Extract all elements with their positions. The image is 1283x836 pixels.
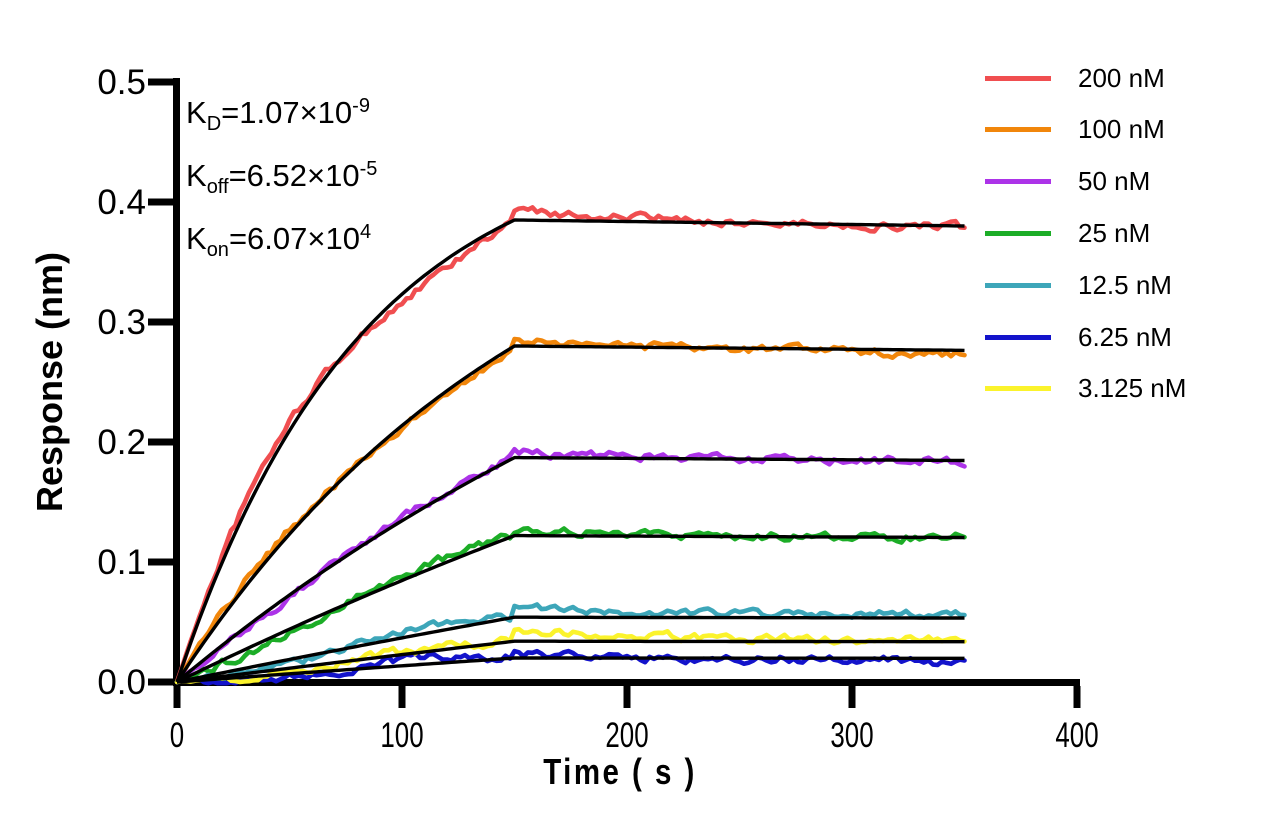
x-tick-label: 100: [380, 715, 423, 755]
kinetics-annotations: KD=1.07×10-9 Koff=6.52×10-5 Kon=6.07×104: [186, 84, 377, 273]
y-tick-label: 0.2: [97, 423, 146, 462]
x-axis-title: Time ( s ): [543, 751, 697, 791]
kd-annotation: KD=1.07×10-9: [186, 95, 370, 135]
fit-line-25-nM: [176, 533, 965, 684]
fit-line-6.25-nM: [176, 656, 965, 684]
fit-line-3.125-nM: [176, 639, 965, 684]
fit-line-12.5-nM: [176, 615, 965, 684]
koff-annotation: Koff=6.52×10-5: [186, 158, 378, 198]
y-tick-label: 0.5: [97, 63, 146, 102]
series-curve-50-nM: [174, 446, 967, 685]
axes: 0.0 0.1 0.2 0.3 0.4 0.5 0 100 200 300 400: [97, 63, 1098, 755]
fit-line-50-nM: [175, 455, 965, 684]
y-tick-label: 0.4: [97, 183, 146, 222]
x-tick-label: 200: [605, 715, 648, 755]
kon-annotation: Kon=6.07×104: [186, 221, 372, 261]
fit-curves: [175, 218, 965, 684]
y-axis-title: Response (nm): [29, 252, 70, 512]
fit-line-200-nM: [175, 218, 965, 683]
series-curve-25-nM: [174, 526, 967, 685]
series-curve-200-nM: [174, 205, 967, 685]
y-tick-label: 0.0: [97, 663, 146, 702]
x-tick-label: 300: [830, 715, 873, 755]
data-curves: [174, 205, 967, 686]
fit-line-100-nM: [175, 344, 965, 683]
y-tick-label: 0.1: [97, 543, 146, 582]
y-tick-label: 0.3: [97, 303, 146, 342]
x-tick-label: 400: [1055, 715, 1098, 755]
x-tick-label: 0: [170, 715, 184, 755]
